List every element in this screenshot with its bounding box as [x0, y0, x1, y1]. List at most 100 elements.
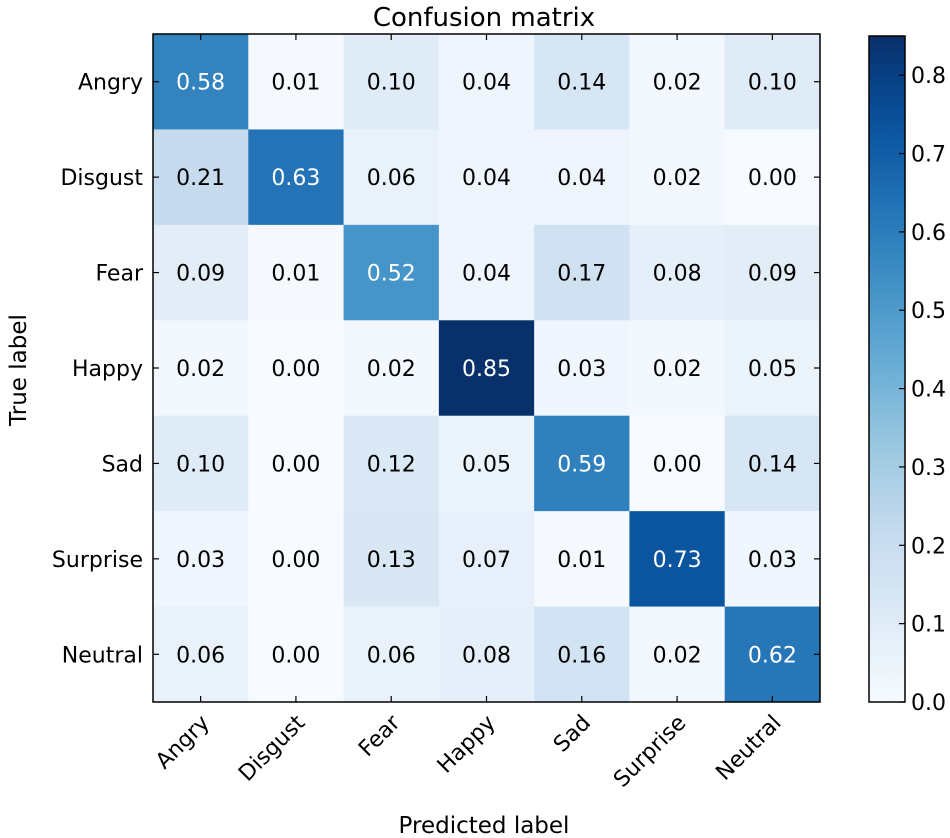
cell-value-label: 0.02: [653, 357, 702, 382]
y-tick-label: Angry: [78, 71, 143, 96]
heatmap-cell: [724, 606, 821, 703]
heatmap-cell: [724, 129, 821, 226]
cell-value-label: 0.02: [653, 71, 702, 96]
heatmap-cell: [724, 224, 821, 321]
heatmap-cell: [534, 224, 630, 321]
heatmap-cell: [343, 606, 440, 703]
cell-value-label: 0.01: [271, 262, 320, 287]
cell-value-label: 0.62: [748, 643, 797, 668]
cell-value-label: 0.10: [176, 452, 225, 477]
cell-value-label: 0.85: [462, 357, 511, 382]
colorbar-tick-label: 0.6: [911, 221, 946, 246]
cell-value-label: 0.00: [748, 166, 797, 191]
cell-value-label: 0.14: [557, 71, 606, 96]
cell-value-label: 0.08: [653, 262, 702, 287]
heatmap-cell: [438, 129, 535, 226]
cell-value-label: 0.04: [557, 166, 606, 191]
cell-value-label: 0.73: [653, 548, 702, 573]
heatmap-cell: [438, 320, 535, 417]
heatmap-cell: [629, 606, 726, 703]
cell-value-label: 0.10: [748, 71, 797, 96]
cell-value-label: 0.16: [557, 643, 606, 668]
y-tick-label: Surprise: [52, 548, 143, 573]
heatmap-cell: [724, 320, 821, 417]
cell-value-label: 0.01: [557, 548, 606, 573]
heatmap-cell: [438, 511, 535, 608]
chart-title: Confusion matrix: [373, 3, 595, 33]
cell-value-label: 0.12: [367, 452, 416, 477]
y-tick-labels: Angry Disgust Fear Happy Sad Surprise Neutral: [52, 71, 820, 668]
y-tick-label: Neutral: [62, 643, 143, 668]
heatmap-cell: [534, 511, 630, 608]
colorbar-tick-label: 0.0: [911, 691, 946, 716]
heatmap-cell: [343, 224, 440, 321]
cell-value-label: 0.58: [176, 71, 225, 96]
cell-value-label: 0.02: [653, 166, 702, 191]
cell-value-label: 0.03: [557, 357, 606, 382]
cell-value-label: 0.10: [367, 71, 416, 96]
heatmap-cell: [248, 606, 345, 703]
cell-value-label: 0.02: [176, 357, 225, 382]
heatmap-cell: [248, 415, 345, 512]
heatmap-cell: [153, 511, 249, 608]
x-tick-label: Neutral: [712, 711, 787, 786]
cell-value-label: 0.13: [367, 548, 416, 573]
heatmap-cell: [153, 320, 249, 417]
cell-value-label: 0.03: [176, 548, 225, 573]
cell-value-label: 0.05: [462, 452, 511, 477]
heatmap-cell: [534, 129, 630, 226]
x-tick-label: Happy: [433, 711, 501, 779]
colorbar-tick-label: 0.7: [911, 143, 946, 168]
cell-value-label: 0.04: [462, 262, 511, 287]
cell-value-label: 0.05: [748, 357, 797, 382]
heatmap-cell: [343, 511, 440, 608]
x-axis-label: Predicted label: [399, 813, 570, 838]
cell-value-label: 0.06: [176, 643, 225, 668]
y-tick-label: Disgust: [60, 166, 143, 191]
heatmap-cell: [534, 34, 630, 130]
cell-value-label: 0.02: [653, 643, 702, 668]
colorbar-tick-label: 0.5: [911, 299, 946, 324]
heatmap-cell: [343, 34, 440, 130]
x-tick-label: Angry: [151, 711, 215, 775]
colorbar-tick-label: 0.8: [911, 64, 946, 89]
heatmap-cell: [153, 415, 249, 512]
cell-value-label: 0.00: [271, 548, 320, 573]
heatmap-cell: [153, 129, 249, 226]
cell-value-label: 0.63: [271, 166, 320, 191]
colorbar-tick-label: 0.2: [911, 534, 946, 559]
cell-value-label: 0.07: [462, 548, 511, 573]
cell-value-label: 0.08: [462, 643, 511, 668]
cell-value-label: 0.04: [462, 166, 511, 191]
cell-value-label: 0.14: [748, 452, 797, 477]
heatmap-cell: [724, 34, 821, 130]
heatmap-cell: [248, 224, 345, 321]
colorbar-tick-label: 0.1: [911, 613, 946, 638]
cell-value-labels: 0.58 0.01 0.10 0.04 0.14 0.02 0.10 0.21 0.63 0.06…: [176, 71, 797, 669]
x-tick-label: Surprise: [609, 711, 691, 793]
cell-value-label: 0.03: [748, 548, 797, 573]
cell-value-label: 0.09: [748, 262, 797, 287]
cell-value-label: 0.52: [367, 262, 416, 287]
heatmap-cell: [534, 606, 630, 703]
y-tick-label: Sad: [102, 452, 143, 477]
heatmap-cell: [629, 129, 726, 226]
heatmap-cells: [153, 34, 821, 703]
heatmap-cell: [343, 320, 440, 417]
heatmap-cell: [343, 415, 440, 512]
heatmap-cell: [248, 511, 345, 608]
heatmap-cell: [724, 511, 821, 608]
x-tick-label: Disgust: [234, 710, 310, 786]
heatmap-cell: [153, 224, 249, 321]
heatmap-cell: [629, 511, 726, 608]
x-tick-label: Sad: [549, 711, 596, 758]
cell-value-label: 0.00: [653, 452, 702, 477]
heatmap-cell: [153, 34, 249, 130]
y-axis-label: True label: [6, 314, 32, 427]
heatmap-cell: [248, 129, 345, 226]
heatmap-cell: [248, 320, 345, 417]
colorbar-tick-label: 0.4: [911, 378, 946, 403]
heatmap-cell: [438, 415, 535, 512]
heatmap-cell: [438, 224, 535, 321]
